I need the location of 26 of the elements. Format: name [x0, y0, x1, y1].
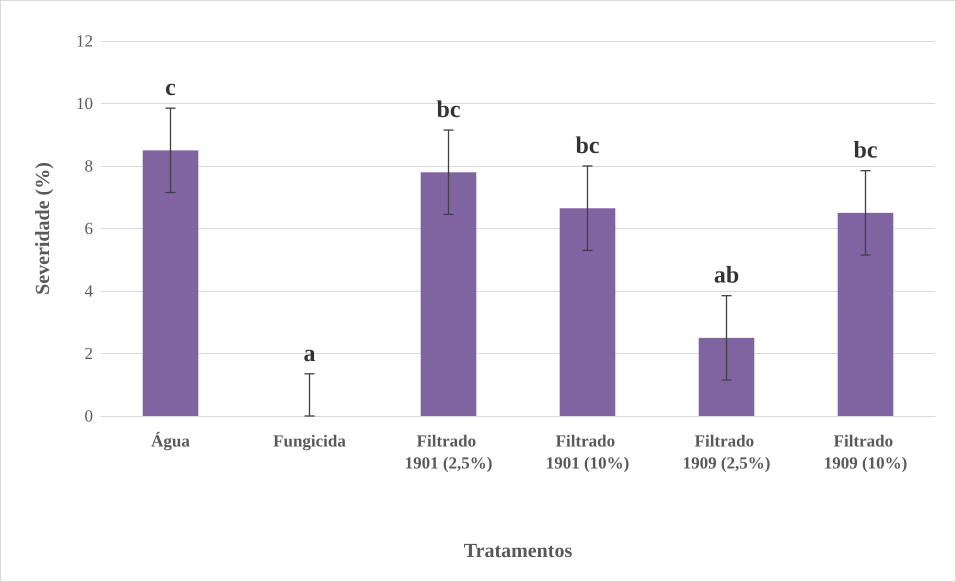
bar [698, 338, 754, 416]
x-tick-label: Filtrado 1909 (2,5%) [682, 432, 770, 472]
x-tick-label: Fungicida [273, 432, 346, 450]
x-tick-label: Água [151, 432, 190, 450]
annotation: ab [714, 262, 740, 289]
annotation: a [304, 340, 316, 367]
annotation: c [165, 75, 176, 102]
x-tick-label: Filtrado 1901 (2,5%) [404, 432, 492, 472]
x-axis-title: Tratamentos [464, 540, 572, 562]
y-tick-label: 12 [76, 32, 93, 50]
y-tick-label: 10 [76, 94, 93, 113]
bar [838, 212, 894, 416]
annotation: bc [576, 133, 600, 159]
bar [142, 150, 198, 416]
bar [560, 208, 616, 416]
y-tick-label: 2 [84, 344, 93, 363]
annotation: bc [436, 97, 461, 124]
annotation: bc [854, 138, 878, 164]
x-tick-label: Filtrado 1909 (10%) [824, 432, 908, 472]
y-tick-label: 8 [84, 156, 93, 176]
y-tick-label: 4 [84, 282, 94, 300]
x-tick-label: Filtrado 1901 (10%) [546, 432, 630, 472]
y-axis-title: Severidade (%) [32, 162, 54, 295]
y-tick-label: 0 [84, 406, 93, 426]
y-tick-label: 6 [84, 219, 93, 238]
bar [420, 172, 476, 416]
